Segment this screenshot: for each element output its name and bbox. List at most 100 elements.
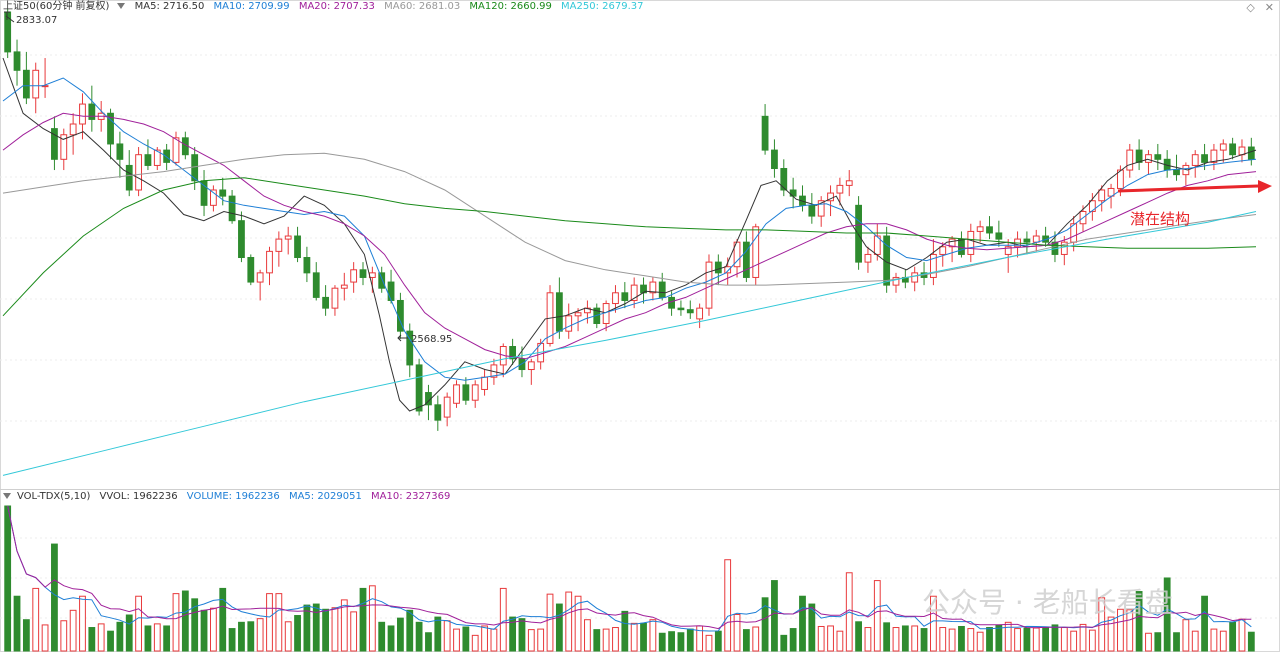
ma60-legend: MA60: 2681.03 — [384, 1, 461, 12]
volume-bar-down — [1201, 595, 1208, 652]
high-price-label: 2833.07 — [16, 15, 57, 26]
candle-down — [686, 309, 694, 314]
candle-up — [939, 246, 947, 255]
volume-bar-down — [312, 603, 320, 652]
candle-down — [228, 195, 236, 222]
candle-up — [817, 200, 825, 217]
candle-down — [621, 292, 629, 301]
volume-bar-up — [584, 619, 591, 652]
candle-down — [303, 257, 311, 274]
volume-bar-up — [630, 622, 638, 652]
candle-down — [1247, 146, 1255, 160]
volume-ma-lines — [7, 505, 1252, 632]
volume-bar-down — [995, 624, 1003, 652]
volume-bar-down — [901, 625, 909, 652]
volume-bar-up — [153, 623, 161, 652]
volume-bar-down — [378, 621, 386, 652]
candle-down — [88, 103, 96, 120]
volume-bar-down — [986, 627, 993, 652]
price-candles[interactable] — [4, 8, 1255, 431]
ma120-legend: MA120: 2660.99 — [469, 1, 552, 12]
candle-up — [1210, 149, 1218, 163]
volume-bar-up — [565, 591, 573, 652]
volume-bar-down — [228, 628, 236, 652]
volume-bar-down — [397, 617, 404, 652]
volume-bar-down — [742, 629, 750, 652]
candle-down — [294, 235, 301, 259]
candle-down — [22, 69, 30, 99]
candle-down — [1173, 169, 1180, 176]
candle-down — [312, 272, 320, 298]
volume-bar-up — [368, 585, 376, 652]
volume-bar-up — [864, 627, 872, 652]
diamond-icon[interactable]: ◇ — [1246, 1, 1255, 14]
volume-bar-up — [340, 599, 348, 652]
candle-up — [845, 180, 853, 186]
ma5-line — [2, 57, 1257, 412]
candle-up — [453, 384, 460, 404]
volume-ma10-line — [7, 505, 1252, 630]
candle-down — [462, 384, 470, 401]
volume-bar-down — [518, 618, 526, 652]
candle-down — [1229, 143, 1237, 156]
low-price-label: 2568.95 — [411, 334, 452, 345]
volume-bar-down — [238, 621, 245, 652]
volume-bar-up — [1126, 609, 1134, 652]
volume-bar-down — [191, 598, 199, 652]
candle-down — [509, 346, 517, 360]
close-icon[interactable]: ✕ — [1264, 1, 1274, 14]
volume-bar-up — [546, 593, 554, 652]
candle-up — [60, 134, 68, 160]
volume-bar-down — [1135, 591, 1143, 652]
candle-up — [948, 238, 956, 248]
ma10-line — [2, 77, 1257, 381]
volume-bar-down — [958, 625, 965, 652]
volume-legend-value: VOLUME: 1962236 — [186, 491, 280, 502]
volume-bar-up — [1088, 629, 1096, 652]
volume-menu-icon[interactable] — [3, 492, 11, 499]
volume-bar-down — [1247, 631, 1255, 652]
candle-down — [163, 149, 171, 163]
volume-bar-down — [640, 622, 647, 652]
candle-down — [986, 226, 993, 234]
volume-bar-down — [387, 625, 395, 652]
volume-bar-up — [827, 625, 834, 652]
candle-up — [724, 266, 732, 274]
volume-bar-down — [303, 604, 311, 652]
volume-bar-up — [649, 619, 657, 652]
candle-up — [481, 376, 488, 390]
candle-up — [873, 235, 881, 255]
trend-arrow-shaft — [1117, 184, 1259, 193]
volume-bar-up — [60, 620, 68, 652]
volume-bar-up — [733, 613, 741, 652]
menu-dropdown-icon[interactable] — [117, 2, 126, 9]
vol-ma5-legend: MA5: 2029051 — [288, 491, 362, 502]
candle-down — [714, 261, 722, 274]
volume-bar-up — [705, 634, 713, 652]
candle-up — [527, 361, 535, 371]
volume-bar-up — [97, 623, 105, 652]
volume-bar-up — [1182, 619, 1190, 652]
candle-down — [1201, 154, 1208, 163]
volume-bar-down — [883, 622, 891, 652]
volume-bar-up — [1070, 630, 1078, 652]
ma120-line — [2, 177, 1257, 317]
candle-down — [13, 51, 21, 71]
volume-bar-up — [930, 595, 937, 652]
volume-bar-up — [836, 630, 844, 652]
candle-up — [266, 250, 273, 274]
candle-up — [153, 149, 161, 166]
candle-up — [1032, 235, 1040, 243]
candle-down — [780, 168, 788, 191]
volume-bar-up — [275, 593, 283, 652]
volume-bars[interactable] — [4, 505, 1255, 652]
candle-down — [855, 204, 862, 263]
volume-bar-down — [714, 630, 722, 652]
volume-bar-down — [920, 628, 928, 652]
volume-bar-up — [612, 627, 619, 652]
ma10-legend: MA10: 2709.99 — [213, 1, 290, 12]
volume-bar-down — [462, 626, 470, 652]
candle-down — [1154, 154, 1162, 160]
volume-bar-down — [593, 629, 601, 652]
